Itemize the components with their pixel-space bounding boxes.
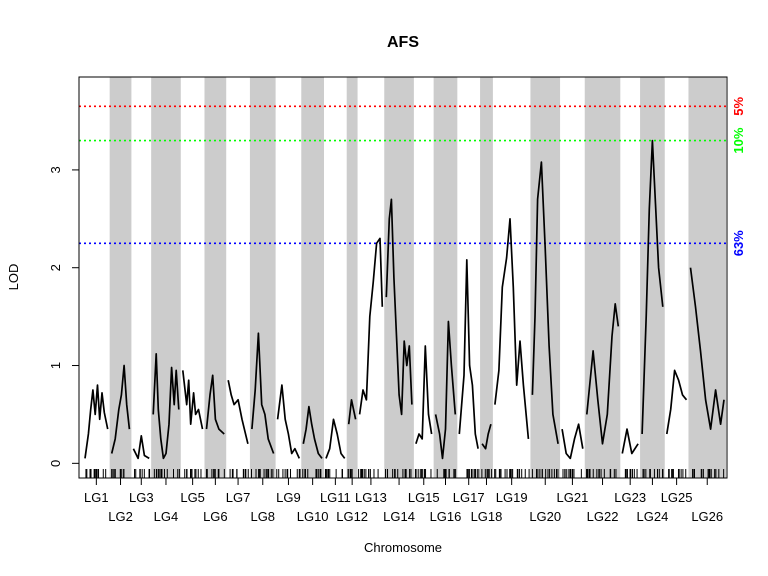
lod-curve-lg18 <box>481 423 492 450</box>
y-tick-label: 1 <box>48 362 63 369</box>
chromosome-bands <box>109 77 726 478</box>
lod-curve-lg21 <box>561 423 584 460</box>
lod-curve-lg22 <box>585 303 620 445</box>
lod-curve-lg15 <box>415 345 433 445</box>
lod-curve-lg26 <box>689 267 725 430</box>
x-tick-label-lg14: LG14 <box>383 509 415 524</box>
x-tick-label-lg17: LG17 <box>453 490 485 505</box>
x-tick-label-lg3: LG3 <box>129 490 154 505</box>
lod-curve-lg2 <box>110 364 131 454</box>
x-tick-label-lg18: LG18 <box>471 509 503 524</box>
x-tick-label-lg9: LG9 <box>276 490 301 505</box>
x-tick-label-lg26: LG26 <box>691 509 723 524</box>
lod-curve-lg4 <box>152 352 180 460</box>
lod-curve-lg20 <box>531 161 559 444</box>
x-tick-label-lg7: LG7 <box>226 490 251 505</box>
band-lg10 <box>301 77 325 478</box>
x-tick-label-lg23: LG23 <box>614 490 646 505</box>
x-tick-label-lg21: LG21 <box>557 490 589 505</box>
lod-curve-lg1 <box>84 384 109 459</box>
lod-curve-lg12 <box>347 398 357 425</box>
y-axis: 0 1 2 3 <box>48 166 79 467</box>
y-axis-title: LOD <box>6 264 21 291</box>
band-lg14 <box>384 77 414 478</box>
x-tick-label-lg16: LG16 <box>430 509 462 524</box>
lod-curve-lg13 <box>358 237 384 415</box>
band-lg4 <box>151 77 181 478</box>
x-tick-label-lg15: LG15 <box>408 490 440 505</box>
x-tick-label-lg11: LG11 <box>320 490 351 505</box>
lod-curve-lg14 <box>385 198 413 416</box>
lod-curve-lg19 <box>494 217 530 439</box>
band-lg2 <box>109 77 132 478</box>
y-tick-label: 0 <box>48 460 63 467</box>
band-lg8 <box>249 77 276 478</box>
x-tick-label-lg22: LG22 <box>587 509 619 524</box>
band-lg12 <box>346 77 358 478</box>
plot-frame <box>78 76 728 479</box>
x-tick-label-lg20: LG20 <box>529 509 561 524</box>
lod-curve-lg9 <box>276 384 301 459</box>
x-tick-label-lg5: LG5 <box>180 490 205 505</box>
y-tick-label: 3 <box>48 166 63 173</box>
y-tick-label: 2 <box>48 264 63 271</box>
marker-rug <box>85 469 725 478</box>
band-lg20 <box>530 77 561 478</box>
band-lg22 <box>584 77 621 478</box>
x-tick-label-lg2: LG2 <box>108 509 133 524</box>
lod-curve-lg5 <box>181 370 204 430</box>
lod-curve-lg3 <box>132 435 150 460</box>
chart-title: AFS <box>387 34 419 51</box>
threshold-label: 5% <box>731 97 746 116</box>
band-lg18 <box>480 77 493 478</box>
x-tick-label-lg1: LG1 <box>84 490 109 505</box>
x-tick-label-lg25: LG25 <box>661 490 693 505</box>
lod-curve-lg16 <box>434 320 457 460</box>
x-tick-label-lg6: LG6 <box>203 509 228 524</box>
lod-curve-lg10 <box>302 405 323 459</box>
lod-curve-lg23 <box>621 428 639 455</box>
x-tick-label-lg12: LG12 <box>336 509 368 524</box>
lod-curve-lg17 <box>458 259 479 449</box>
x-axis-title: Chromosome <box>364 540 442 555</box>
band-lg24 <box>640 77 665 478</box>
lod-curve-lg8 <box>251 332 275 454</box>
threshold-label: 63% <box>731 230 746 256</box>
x-tick-label-lg8: LG8 <box>250 509 275 524</box>
x-tick-label-lg13: LG13 <box>355 490 387 505</box>
lod-curves <box>84 139 725 460</box>
lod-curve-lg24 <box>641 139 664 435</box>
lod-curve-lg7 <box>227 380 249 444</box>
x-tick-label-lg4: LG4 <box>154 509 179 524</box>
threshold-lines: 5% 10% 63% <box>79 97 746 256</box>
threshold-label: 10% <box>731 127 746 153</box>
x-tick-label-lg10: LG10 <box>297 509 329 524</box>
band-lg16 <box>433 77 458 478</box>
lod-curve-lg25 <box>665 369 688 435</box>
lod-curve-lg6 <box>205 374 225 435</box>
x-tick-label-lg19: LG19 <box>496 490 528 505</box>
lod-curve-lg11 <box>325 418 346 459</box>
x-tick-label-lg24: LG24 <box>637 509 669 524</box>
band-lg6 <box>204 77 227 478</box>
